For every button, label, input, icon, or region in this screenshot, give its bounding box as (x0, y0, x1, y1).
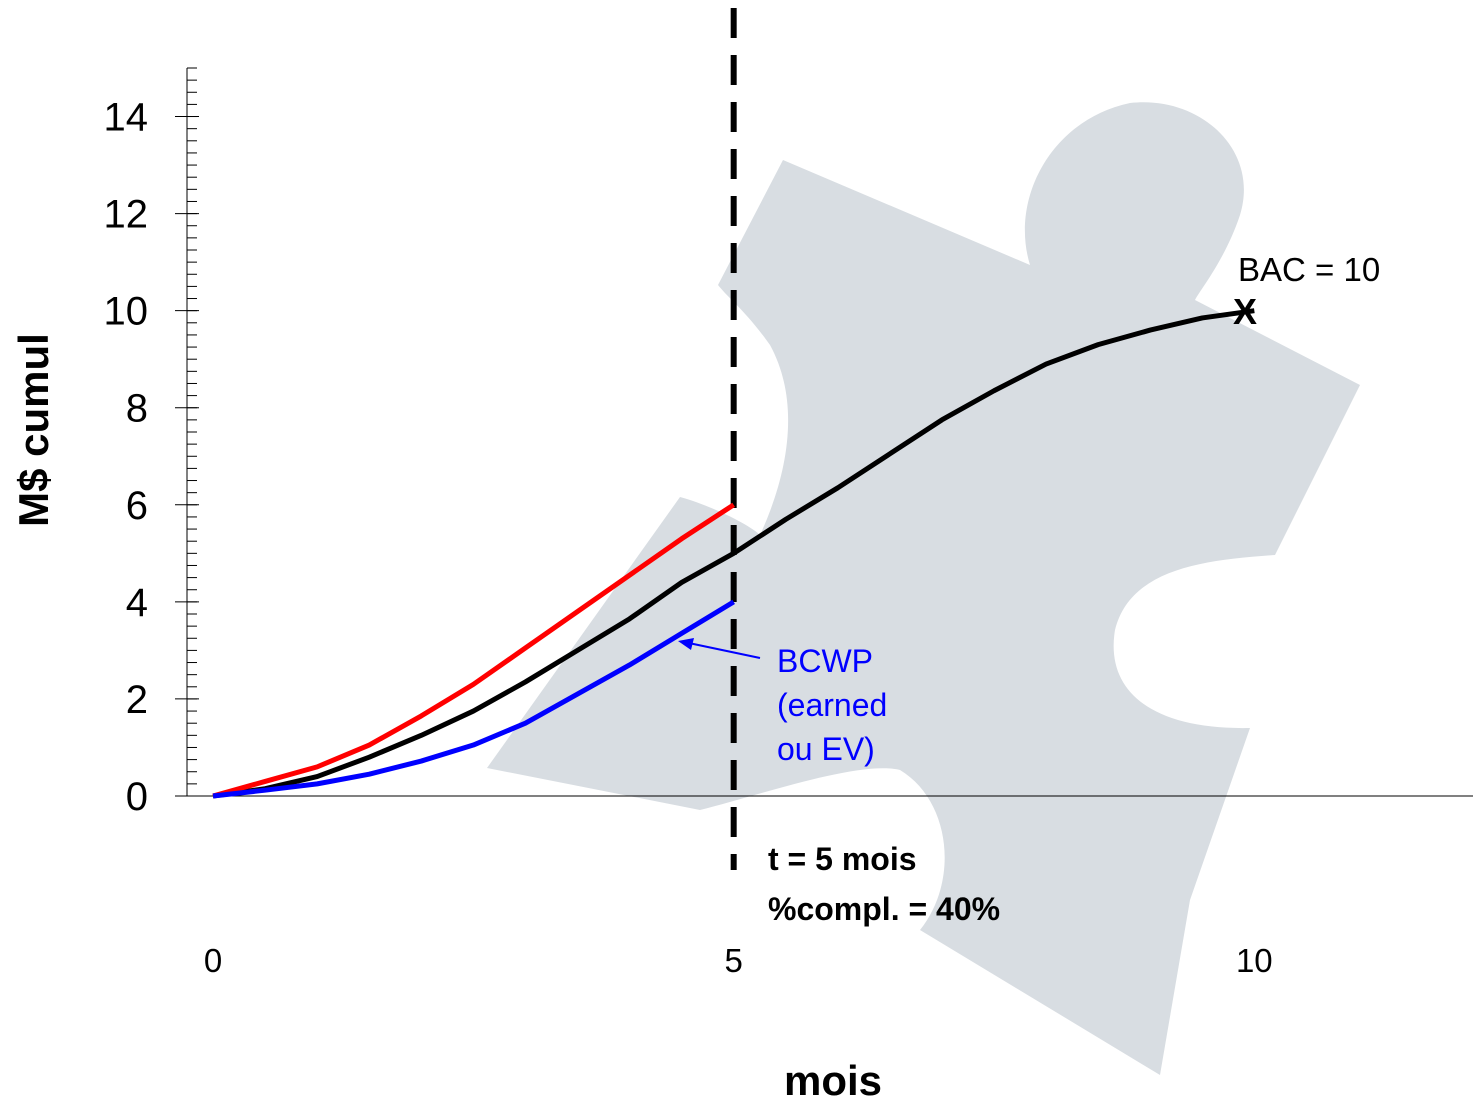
x-axis-title: mois (784, 1057, 882, 1103)
x-tick-label: 5 (725, 942, 743, 979)
x-tick-label: 0 (204, 942, 222, 979)
y-tick-label: 4 (126, 581, 148, 625)
y-tick-label: 6 (126, 484, 148, 528)
y-tick-label: 2 (126, 678, 148, 722)
annotation: t = 5 mois (768, 841, 917, 877)
y-tick-label: 14 (104, 96, 149, 140)
y-tick-label: 8 (126, 387, 148, 431)
y-tick-label: 10 (104, 290, 149, 334)
puzzle-background (487, 102, 1360, 1075)
x-tick-label: 10 (1236, 942, 1273, 979)
annotation: (earned (777, 687, 887, 723)
annotation: BAC = 10 (1238, 251, 1380, 288)
annotation-marker: X (1233, 291, 1257, 332)
y-axis-title: M$ cumul (10, 333, 57, 527)
chart: 0 2 4 6 8 10 12 14 0 5 10 mois M$ cumul BAC = 10X BCWP… (0, 0, 1473, 1103)
annotation: BCWP (777, 643, 873, 679)
annotation: %compl. = 40% (768, 891, 1000, 927)
annotation: ou EV) (777, 731, 875, 767)
y-tick-label: 12 (104, 193, 149, 237)
y-tick-label: 0 (126, 775, 148, 819)
